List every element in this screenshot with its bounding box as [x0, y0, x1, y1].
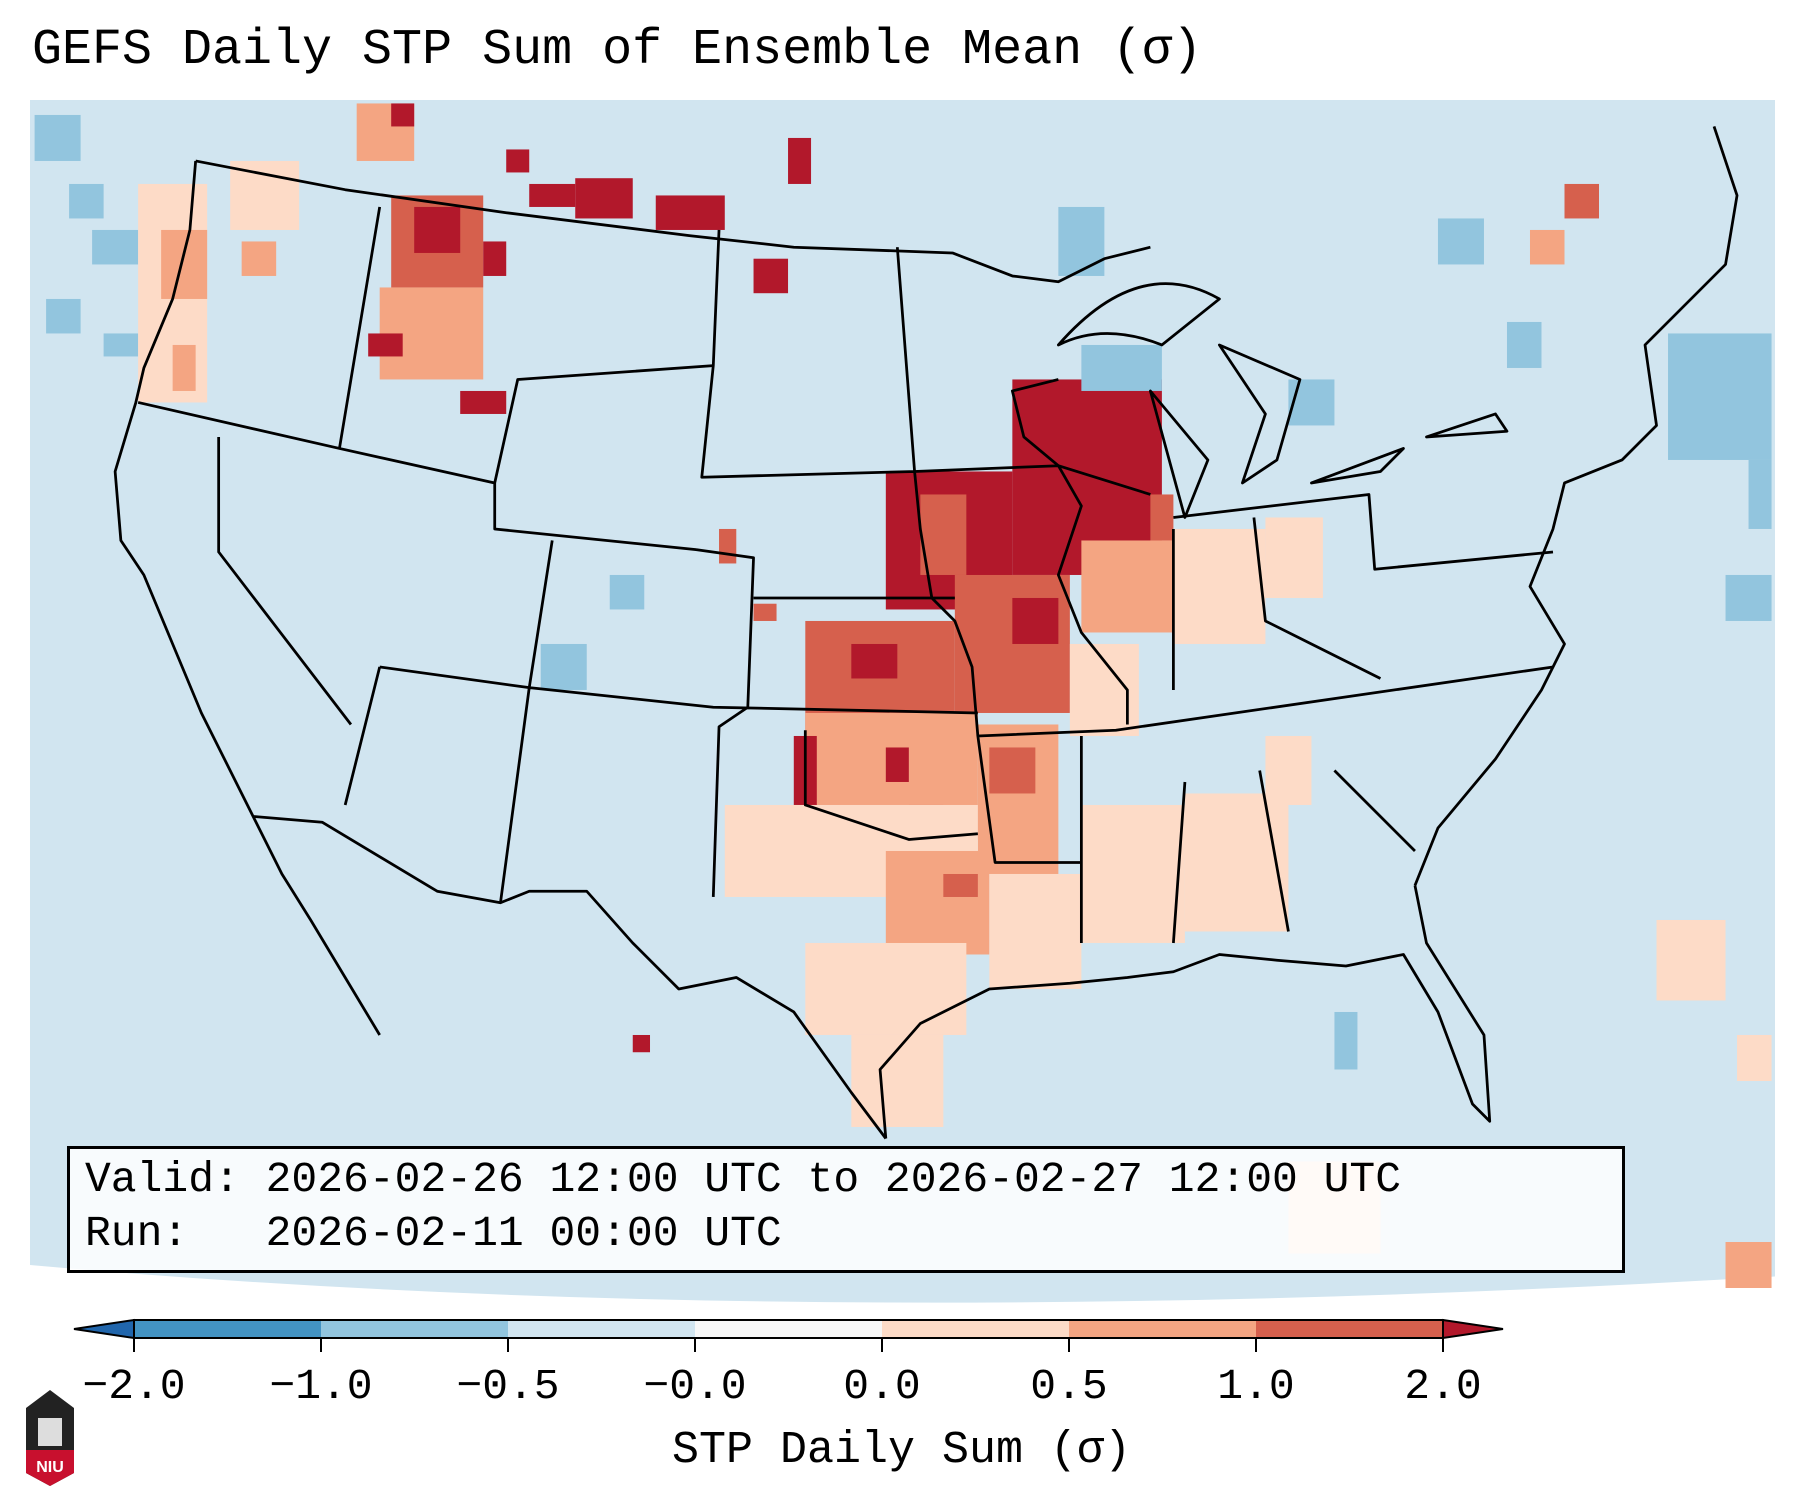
heatmap-cell [92, 229, 139, 265]
colorbar-label: STP Daily Sum (σ) [671, 1425, 1132, 1476]
map-domain-edge [30, 1264, 1775, 1311]
colorbar-bin [882, 1320, 1069, 1338]
heatmap-cell [1265, 517, 1323, 598]
heatmap-cell [989, 747, 1036, 794]
valid-time-box: Valid: 2026-02-26 12:00 UTC to 2026-02-2… [67, 1146, 1625, 1273]
heatmap-cell [788, 137, 812, 184]
colorbar-extend-high [1442, 1318, 1504, 1340]
colorbar-outline [133, 1319, 1444, 1339]
valid-line: Valid: 2026-02-26 12:00 UTC to 2026-02-2… [85, 1155, 1402, 1204]
heatmap-cell [1668, 333, 1772, 460]
heatmap-cell [753, 258, 789, 294]
map-plot [30, 100, 1775, 1311]
niu-logo: NIU [26, 1390, 74, 1486]
heatmap-cell [1748, 459, 1772, 529]
heatmap-cell [851, 643, 898, 679]
heatmap-cell [1288, 379, 1335, 426]
colorbar-tick-label: −1.0 [269, 1362, 373, 1411]
coastline-atlantic [1413, 126, 1739, 886]
heatmap-cell [414, 206, 461, 253]
colorbar-tick-label: 0.5 [1030, 1362, 1108, 1411]
chart-title: GEFS Daily STP Sum of Ensemble Mean (σ) [32, 22, 1203, 79]
run-line: Run: 2026-02-11 00:00 UTC [85, 1209, 782, 1258]
heatmap-cell [753, 603, 777, 621]
heatmap-cell [483, 241, 507, 276]
state-lines [137, 206, 1554, 944]
heatmap-cell [69, 183, 104, 219]
heatmap-cell [161, 229, 208, 299]
colorbar-tick-label: 0.0 [843, 1362, 921, 1411]
colorbar-tick-label: 2.0 [1404, 1362, 1482, 1411]
heatmap-cell [1725, 574, 1772, 621]
heatmap-cell [1656, 919, 1726, 1001]
heatmap-cell [1173, 528, 1266, 644]
heatmap-cell [609, 574, 645, 610]
colorbar-bin [508, 1320, 695, 1338]
coastline-pacific [113, 160, 381, 1036]
colorbar [73, 1318, 1504, 1352]
heatmap-cell [391, 103, 415, 127]
heatmap-cell [34, 114, 81, 161]
heatmap-cell [920, 494, 967, 575]
heatmap-cell [632, 1034, 651, 1053]
heatmap-cell [1506, 321, 1542, 368]
heatmap-cell [1184, 793, 1289, 932]
heatmap-cell [977, 724, 1059, 874]
logo-text: NIU [36, 1459, 64, 1476]
heatmap-cell [506, 149, 530, 173]
heatmap-cell [172, 344, 196, 391]
heatmap-cell [368, 333, 403, 357]
colorbar-tick-label: 1.0 [1217, 1362, 1295, 1411]
heatmap-cell [575, 178, 633, 219]
heatmap-cell [1437, 218, 1484, 265]
border-canada [195, 159, 1151, 284]
heatmap-cell [1081, 344, 1162, 391]
heatmap-cell [1265, 735, 1312, 805]
heatmap-cell [103, 333, 139, 357]
heatmap-cell [529, 183, 576, 207]
colorbar-bin [321, 1320, 508, 1338]
heatmap-cell [943, 873, 978, 897]
heatmap-cell [540, 643, 587, 690]
state-borders [113, 126, 1739, 1140]
heatmap-cell [1529, 229, 1565, 265]
heatmap-cell [1058, 206, 1105, 276]
heatmap-cell [1564, 183, 1600, 219]
heatmap-cell [885, 747, 909, 782]
colorbar-tick-label: −0.5 [456, 1362, 560, 1411]
heatmap-cell [805, 942, 967, 1035]
colorbar-bin [134, 1320, 321, 1338]
heatmap-cell [1012, 597, 1059, 644]
colorbar-tick-label: −2.0 [82, 1362, 186, 1411]
heatmap-cell [460, 390, 507, 414]
colorbar-bin [1069, 1320, 1256, 1338]
border-mexico [253, 815, 887, 1140]
heatmap-cell [46, 298, 81, 334]
heatmap-cell [655, 195, 725, 230]
heatmap-cell [1725, 1241, 1772, 1288]
great-lakes [1056, 282, 1509, 519]
heatmap-cell [1334, 1011, 1358, 1070]
colorbar-tick-label: −0.0 [643, 1362, 747, 1411]
heatmap-cell [1737, 1034, 1772, 1081]
heatmap-cell [1081, 804, 1185, 943]
coastline-gulf [878, 885, 1492, 1139]
heatmap-cell [1081, 540, 1174, 633]
heatmap-cell [989, 873, 1082, 989]
colorbar-bin [695, 1320, 882, 1338]
heatmap-cell [885, 850, 990, 955]
heatmap-cell [719, 528, 737, 564]
heatmap-cell [1150, 494, 1174, 541]
colorbar-extend-low [73, 1318, 135, 1340]
heatmap-cell [230, 160, 300, 230]
colorbar-bin [1256, 1320, 1443, 1338]
heatmap-cell [241, 241, 277, 276]
